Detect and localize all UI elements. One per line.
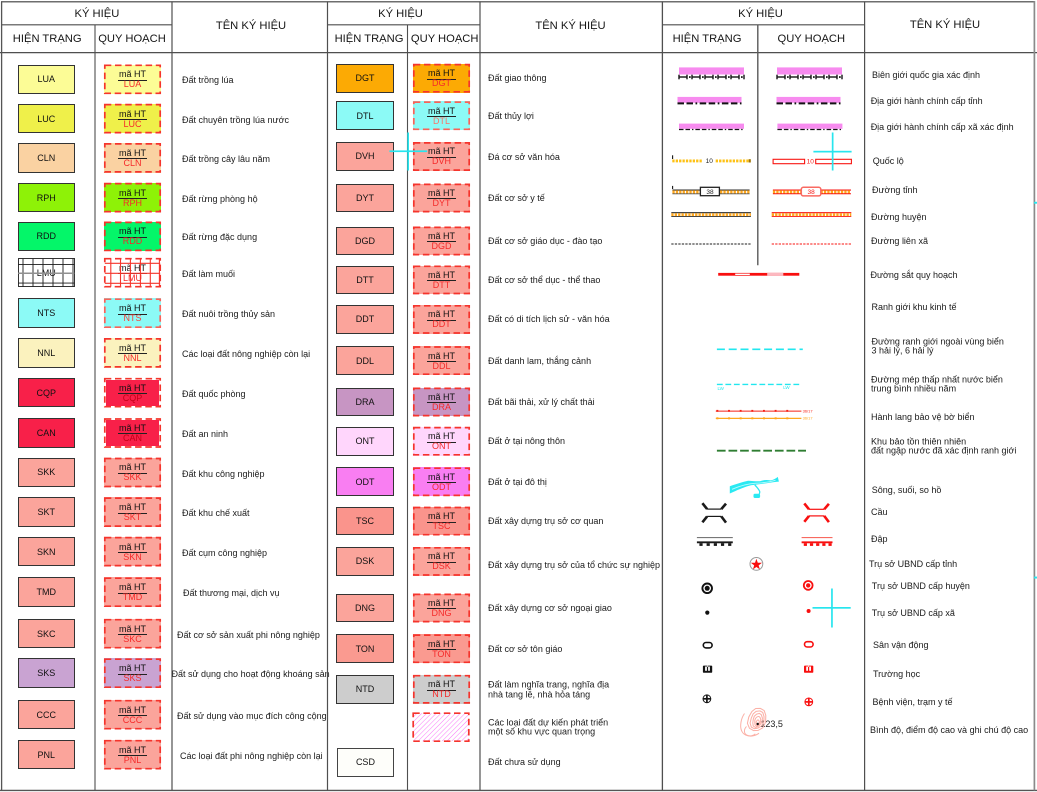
svg-text:10: 10 xyxy=(807,159,815,166)
svg-text:38: 38 xyxy=(807,189,815,196)
svg-text:38: 38 xyxy=(706,189,714,196)
svg-text:10: 10 xyxy=(706,158,714,165)
